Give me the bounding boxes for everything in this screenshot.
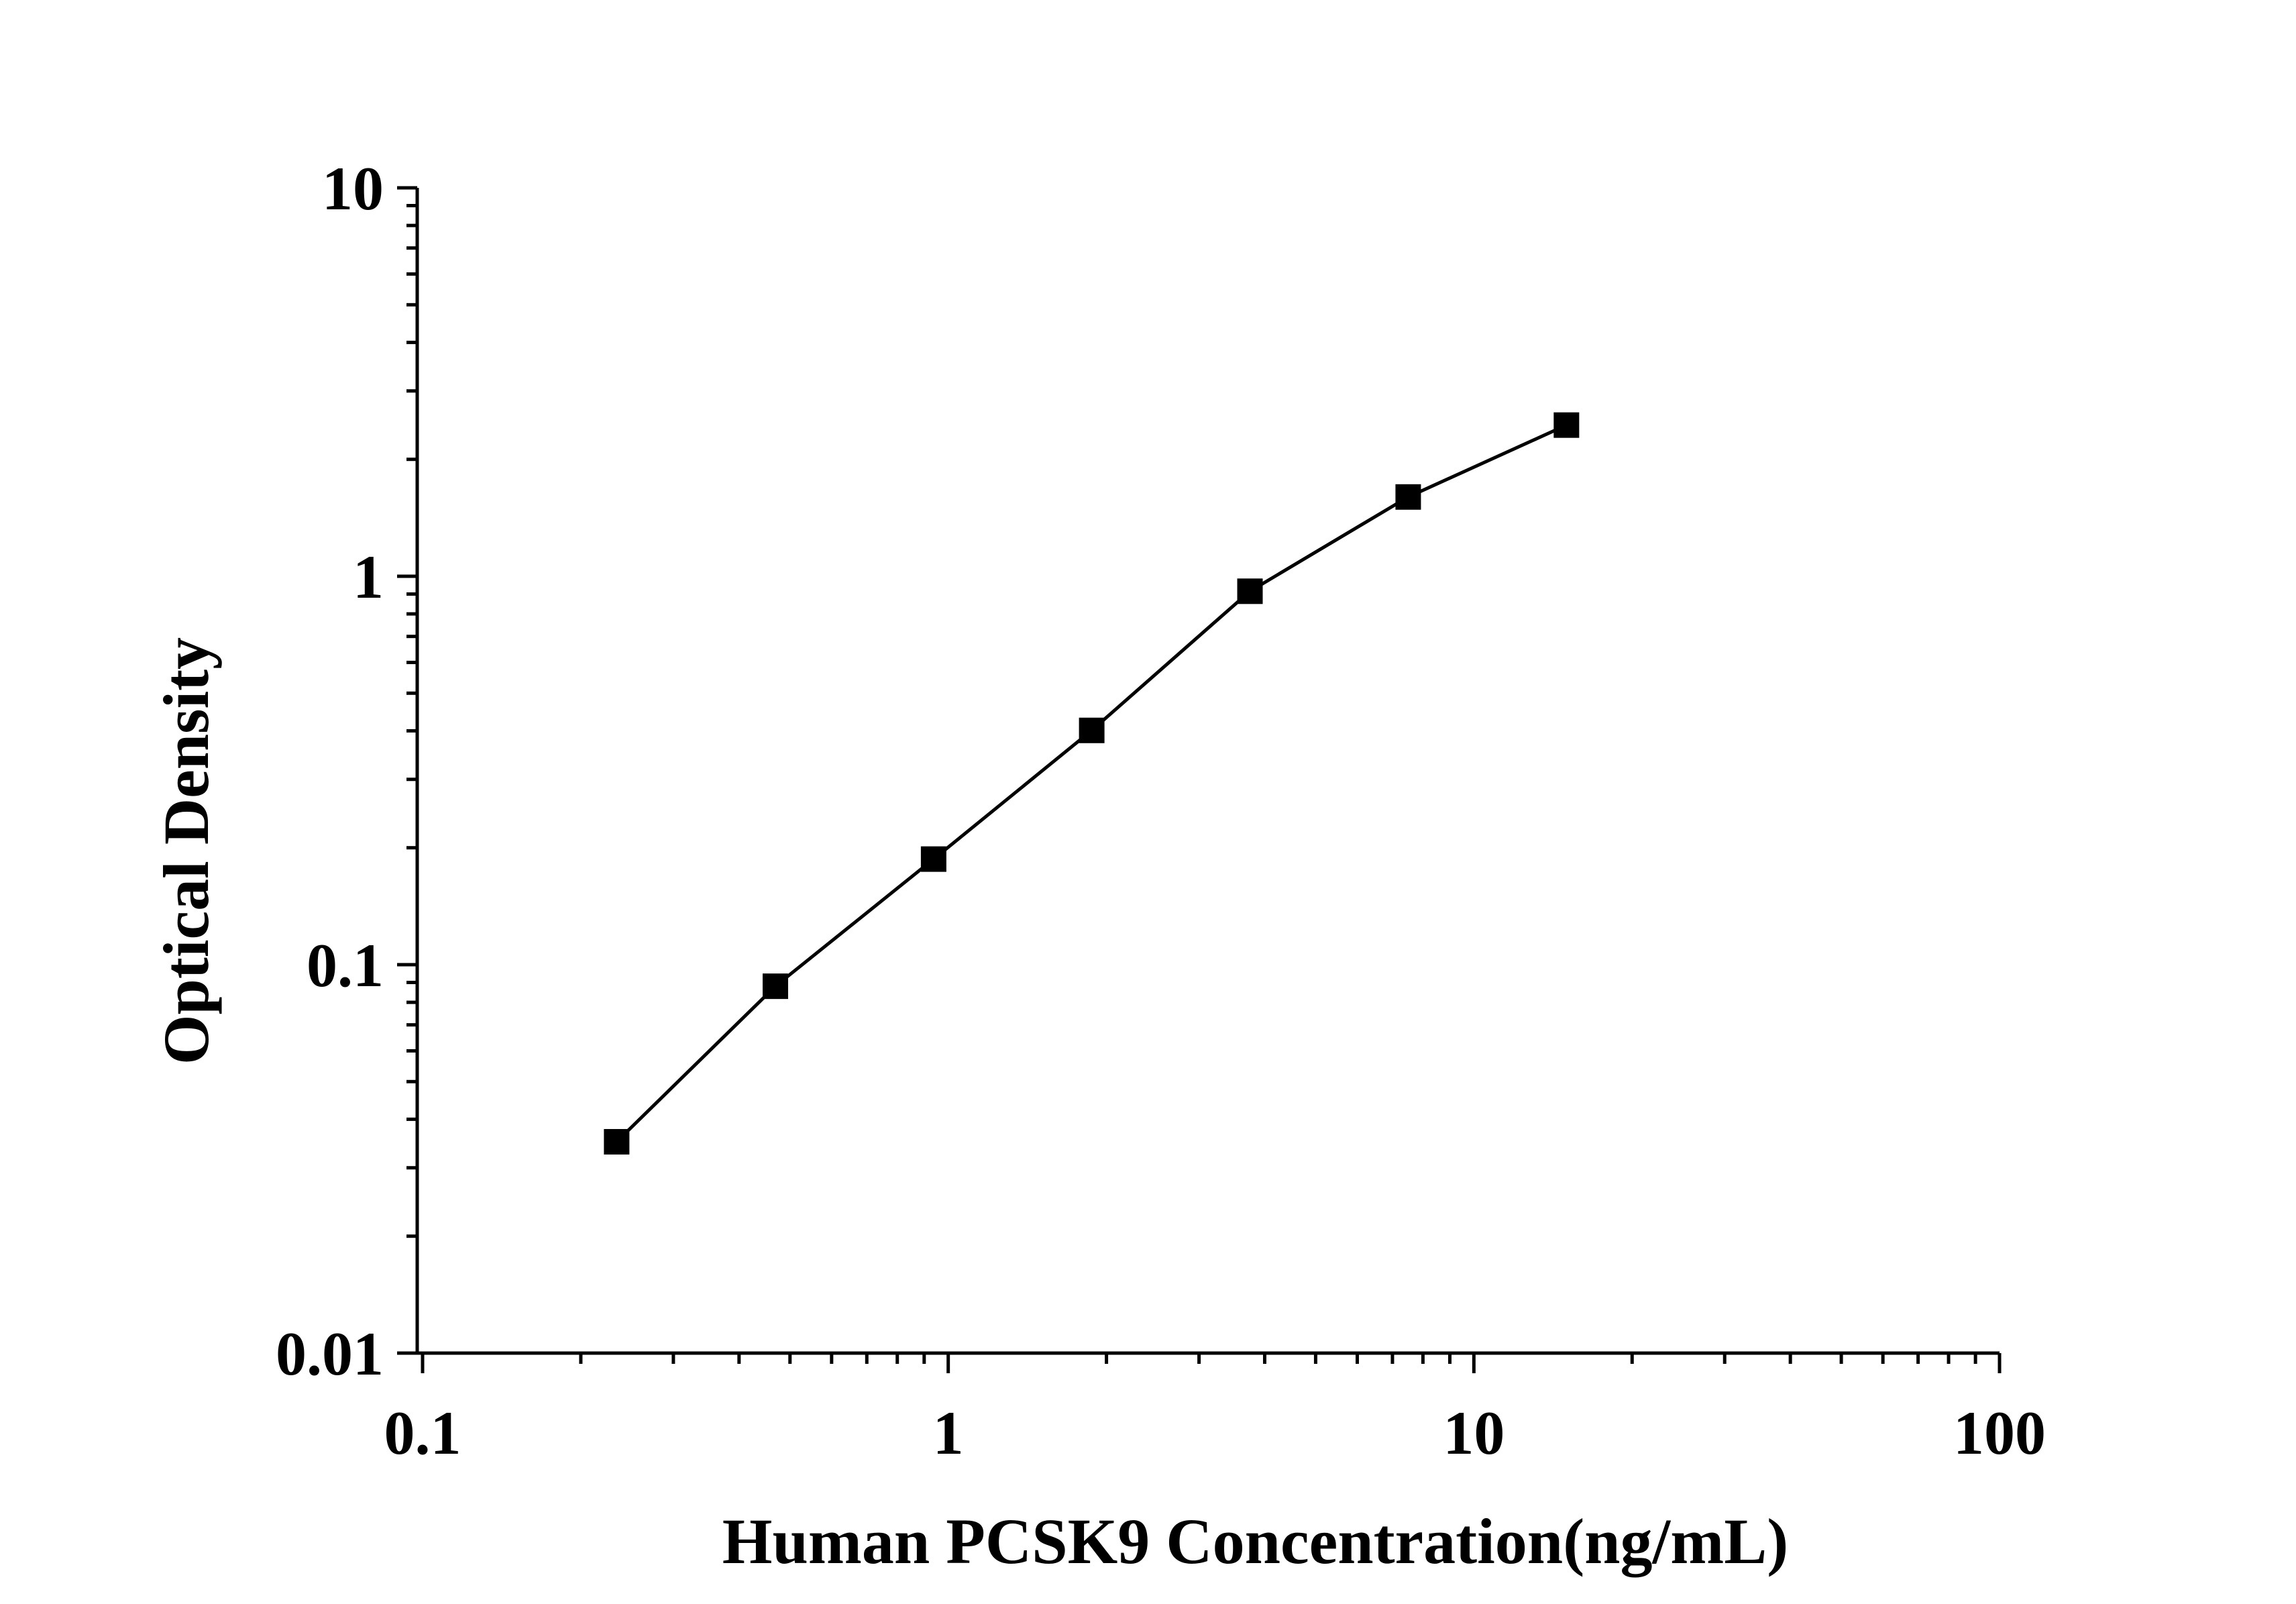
ticks [397, 186, 2002, 1373]
y-tick-label: 0.01 [276, 1320, 384, 1388]
y-tick-label: 0.1 [307, 931, 384, 1000]
y-axis-title: Optical Density [150, 637, 222, 1065]
x-tick-label: 0.1 [384, 1399, 461, 1467]
x-tick-label: 1 [933, 1399, 964, 1467]
series-line [615, 423, 1568, 1143]
data-point [1237, 578, 1263, 604]
data-point [1079, 717, 1105, 743]
y-tick-label: 1 [353, 543, 384, 611]
x-tick-label: 100 [1953, 1399, 2046, 1467]
data-point [1553, 412, 1580, 438]
data-point [762, 973, 788, 1000]
data-point [604, 1128, 630, 1155]
data-point [920, 846, 946, 872]
y-tick-label: 10 [322, 154, 384, 223]
x-axis-title: Human PCSK9 Concentration(ng/mL) [722, 1505, 1788, 1577]
x-tick-label: 10 [1443, 1399, 1505, 1467]
data-point [1395, 484, 1421, 510]
axes [415, 188, 2000, 1355]
series [604, 412, 1580, 1155]
